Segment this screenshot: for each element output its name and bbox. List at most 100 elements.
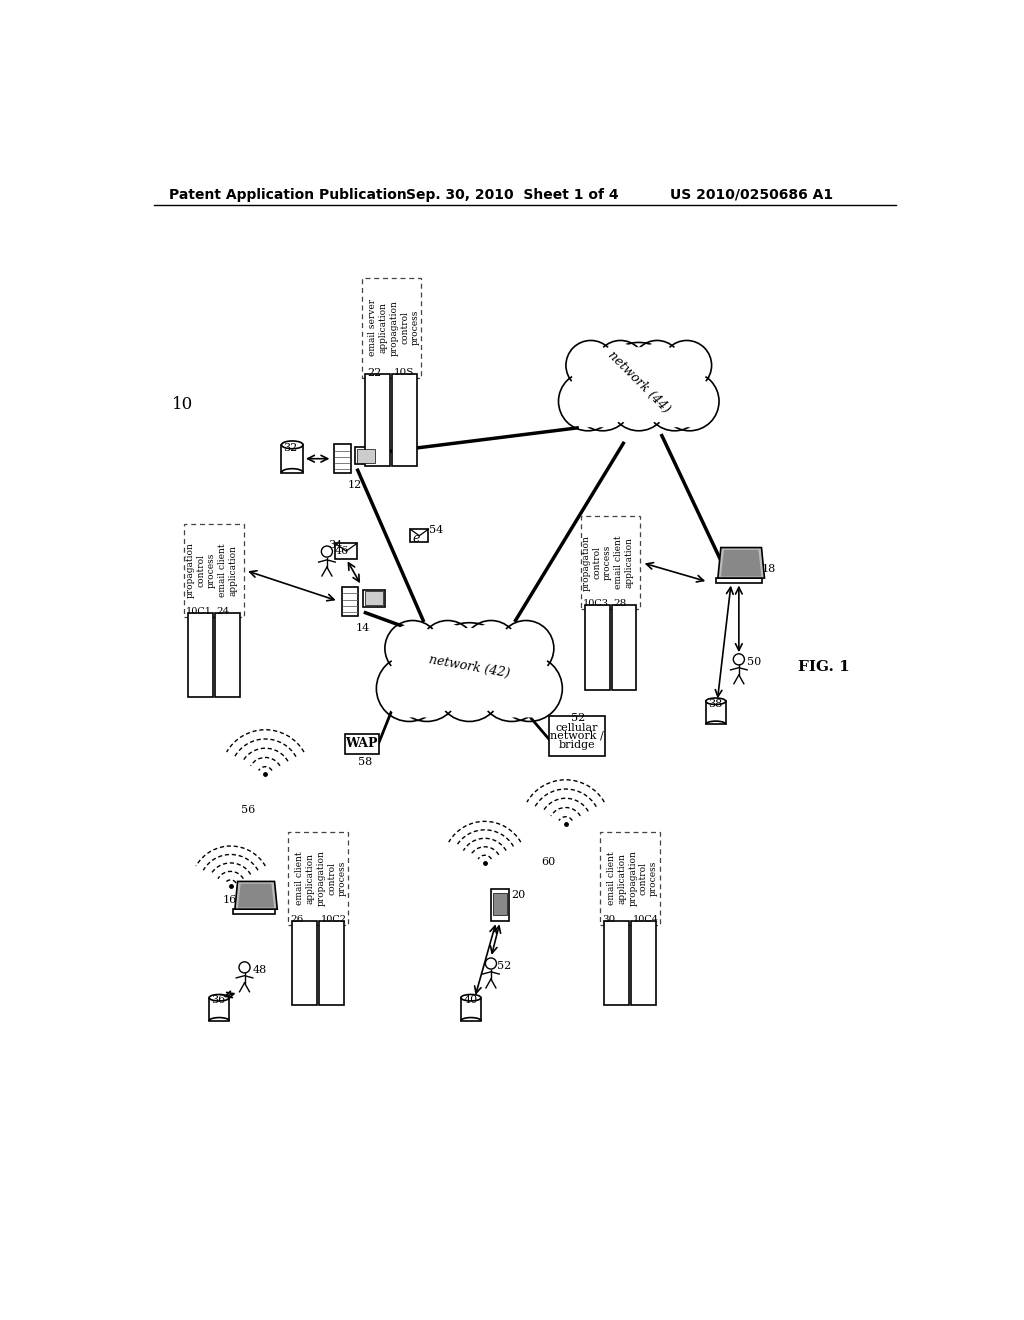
- Circle shape: [596, 341, 645, 391]
- Text: 32: 32: [283, 444, 297, 453]
- Circle shape: [239, 962, 250, 973]
- Circle shape: [558, 372, 617, 430]
- Text: email client
application: email client application: [295, 851, 314, 906]
- Text: 24: 24: [217, 607, 230, 615]
- Text: 26: 26: [290, 915, 303, 924]
- Circle shape: [501, 660, 558, 718]
- Bar: [581, 516, 640, 609]
- Bar: [336, 544, 357, 558]
- Circle shape: [420, 620, 475, 676]
- Circle shape: [431, 628, 508, 705]
- Ellipse shape: [282, 441, 303, 449]
- Circle shape: [440, 660, 499, 718]
- Ellipse shape: [706, 698, 726, 705]
- Circle shape: [649, 375, 700, 428]
- Circle shape: [485, 958, 497, 969]
- Text: Sep. 30, 2010  Sheet 1 of 4: Sep. 30, 2010 Sheet 1 of 4: [407, 187, 618, 202]
- Polygon shape: [234, 882, 278, 909]
- Text: US 2010/0250686 A1: US 2010/0250686 A1: [670, 187, 833, 202]
- Text: propagation
control
process: propagation control process: [390, 300, 420, 355]
- Text: 10C4: 10C4: [633, 915, 658, 924]
- Circle shape: [645, 372, 705, 430]
- Bar: [631, 921, 655, 1006]
- Bar: [319, 921, 344, 1006]
- Circle shape: [479, 656, 545, 722]
- Bar: [461, 998, 481, 1020]
- Circle shape: [635, 343, 679, 387]
- Circle shape: [573, 372, 632, 430]
- Circle shape: [612, 375, 665, 428]
- Bar: [366, 374, 390, 466]
- Circle shape: [609, 372, 669, 430]
- Text: 10C2: 10C2: [321, 915, 347, 924]
- Bar: [411, 529, 428, 543]
- Bar: [550, 715, 605, 756]
- Circle shape: [566, 341, 615, 391]
- Circle shape: [733, 653, 744, 665]
- Text: 10S: 10S: [394, 368, 415, 376]
- Text: 38: 38: [708, 700, 722, 709]
- Bar: [334, 444, 351, 474]
- Circle shape: [665, 343, 709, 387]
- Polygon shape: [721, 550, 762, 577]
- Bar: [289, 832, 348, 924]
- Bar: [716, 578, 762, 583]
- Circle shape: [463, 620, 519, 676]
- Bar: [184, 524, 244, 616]
- Text: propagation
control
process: propagation control process: [629, 850, 658, 907]
- Text: network (44): network (44): [605, 348, 673, 416]
- Text: 10C1: 10C1: [186, 607, 212, 615]
- Circle shape: [599, 343, 642, 387]
- Circle shape: [423, 624, 472, 673]
- Text: 18: 18: [762, 564, 776, 574]
- Bar: [600, 832, 659, 924]
- Bar: [364, 590, 385, 607]
- Text: 12: 12: [348, 480, 361, 490]
- Circle shape: [502, 624, 551, 673]
- Bar: [611, 605, 637, 689]
- Text: Patent Application Publication: Patent Application Publication: [169, 187, 407, 202]
- Bar: [706, 701, 726, 725]
- Text: propagation
control
process: propagation control process: [583, 535, 612, 590]
- Circle shape: [388, 624, 437, 673]
- Bar: [345, 734, 379, 754]
- Text: 40: 40: [463, 995, 477, 1006]
- Circle shape: [662, 341, 712, 391]
- Circle shape: [467, 624, 515, 673]
- Text: email client
application: email client application: [218, 544, 238, 597]
- Circle shape: [483, 660, 541, 718]
- Bar: [357, 449, 376, 462]
- Ellipse shape: [461, 994, 481, 1001]
- Text: 50: 50: [746, 656, 761, 667]
- Text: 56: 56: [241, 805, 255, 816]
- Bar: [392, 374, 417, 466]
- Text: email client
application: email client application: [607, 851, 626, 906]
- Text: network (42): network (42): [428, 653, 511, 680]
- Polygon shape: [718, 548, 765, 578]
- Circle shape: [377, 656, 442, 722]
- Text: WAP: WAP: [345, 737, 378, 750]
- Circle shape: [499, 620, 554, 676]
- Circle shape: [385, 620, 440, 676]
- Text: bridge: bridge: [559, 741, 596, 750]
- Circle shape: [599, 342, 678, 421]
- Text: 46: 46: [335, 545, 349, 556]
- Text: 10C3: 10C3: [583, 599, 608, 607]
- Text: 36: 36: [211, 995, 225, 1006]
- Bar: [604, 921, 629, 1006]
- Bar: [188, 612, 213, 697]
- Circle shape: [322, 546, 333, 557]
- Polygon shape: [238, 884, 274, 908]
- Bar: [209, 998, 229, 1020]
- Text: 34: 34: [328, 540, 342, 550]
- Bar: [292, 921, 316, 1006]
- Text: 22: 22: [367, 368, 381, 378]
- Text: 16: 16: [223, 895, 238, 906]
- Circle shape: [497, 656, 562, 722]
- Circle shape: [562, 375, 613, 428]
- Text: email server
application: email server application: [368, 300, 387, 356]
- Text: 14: 14: [355, 623, 370, 632]
- Circle shape: [436, 656, 503, 722]
- Text: cellular: cellular: [556, 723, 598, 733]
- Text: 28: 28: [613, 599, 627, 607]
